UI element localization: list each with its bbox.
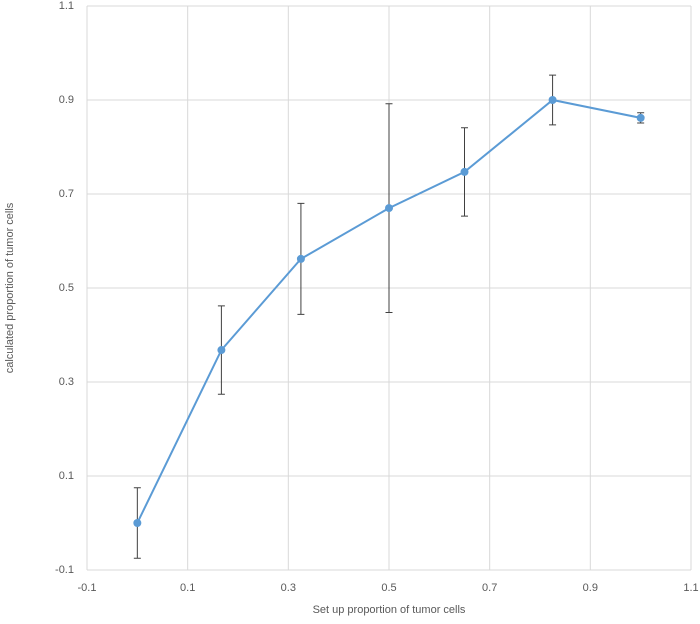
data-point [296, 254, 305, 263]
x-tick-label: 0.9 [583, 582, 598, 594]
y-tick-label: 0.9 [59, 94, 74, 106]
x-tick-label: -0.1 [78, 582, 97, 594]
y-tick-label: 1.1 [59, 0, 74, 12]
y-tick-label: 0.7 [59, 188, 74, 200]
x-tick-label: 0.7 [482, 582, 497, 594]
data-point [217, 346, 226, 355]
x-tick-label: 0.3 [281, 582, 296, 594]
y-tick-label: -0.1 [55, 564, 74, 576]
x-tick-label: 0.1 [180, 582, 195, 594]
data-point [548, 96, 557, 104]
data-point [460, 167, 469, 176]
y-axis-title: calculated proportion of tumor cells [4, 202, 16, 373]
x-tick-label: 0.5 [381, 582, 396, 594]
data-point [636, 113, 645, 122]
data-point [385, 204, 393, 213]
y-tick-label: 0.5 [59, 282, 74, 294]
x-tick-label: 1.1 [683, 582, 698, 594]
data-point [133, 519, 142, 527]
y-tick-label: 0.3 [59, 376, 74, 388]
y-tick-label: 0.1 [59, 470, 74, 482]
x-axis-title: Set up proportion of tumor cells [313, 604, 466, 616]
